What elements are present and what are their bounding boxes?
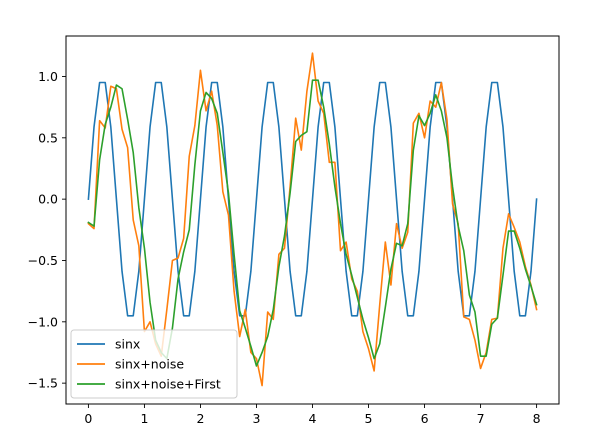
y-tick-label: 1.0 <box>38 69 58 84</box>
x-tick-label: 6 <box>421 411 429 426</box>
y-tick-label: −1.5 <box>28 376 58 391</box>
series-line-sinx <box>87 81 538 317</box>
y-tick-label: 0.5 <box>38 130 58 145</box>
y-tick-label: −0.5 <box>28 253 58 268</box>
x-axis-ticks: 0 1 2 3 4 5 6 7 8 <box>84 404 541 426</box>
y-axis-ticks: −1.5 −1.0 −0.5 0.0 0.5 1.0 <box>28 69 66 391</box>
x-tick-label: 0 <box>84 411 92 426</box>
legend-box <box>70 329 238 399</box>
x-tick-label: 2 <box>196 411 204 426</box>
legend-label-sinx-noise: sinx+noise <box>115 357 184 372</box>
y-tick-label: −1.0 <box>28 314 58 329</box>
x-tick-label: 1 <box>140 411 148 426</box>
legend-label-sinx-noise-first: sinx+noise+First <box>115 377 221 392</box>
y-tick-label: 0.0 <box>38 192 58 207</box>
x-tick-label: 3 <box>253 411 261 426</box>
x-tick-label: 5 <box>365 411 373 426</box>
x-tick-label: 4 <box>309 411 317 426</box>
legend: sinx sinx+noise sinx+noise+First <box>70 329 238 399</box>
x-tick-label: 7 <box>477 411 485 426</box>
series-line-sinx-noise-first <box>87 79 538 367</box>
x-tick-label: 8 <box>533 411 541 426</box>
legend-label-sinx: sinx <box>115 337 140 352</box>
